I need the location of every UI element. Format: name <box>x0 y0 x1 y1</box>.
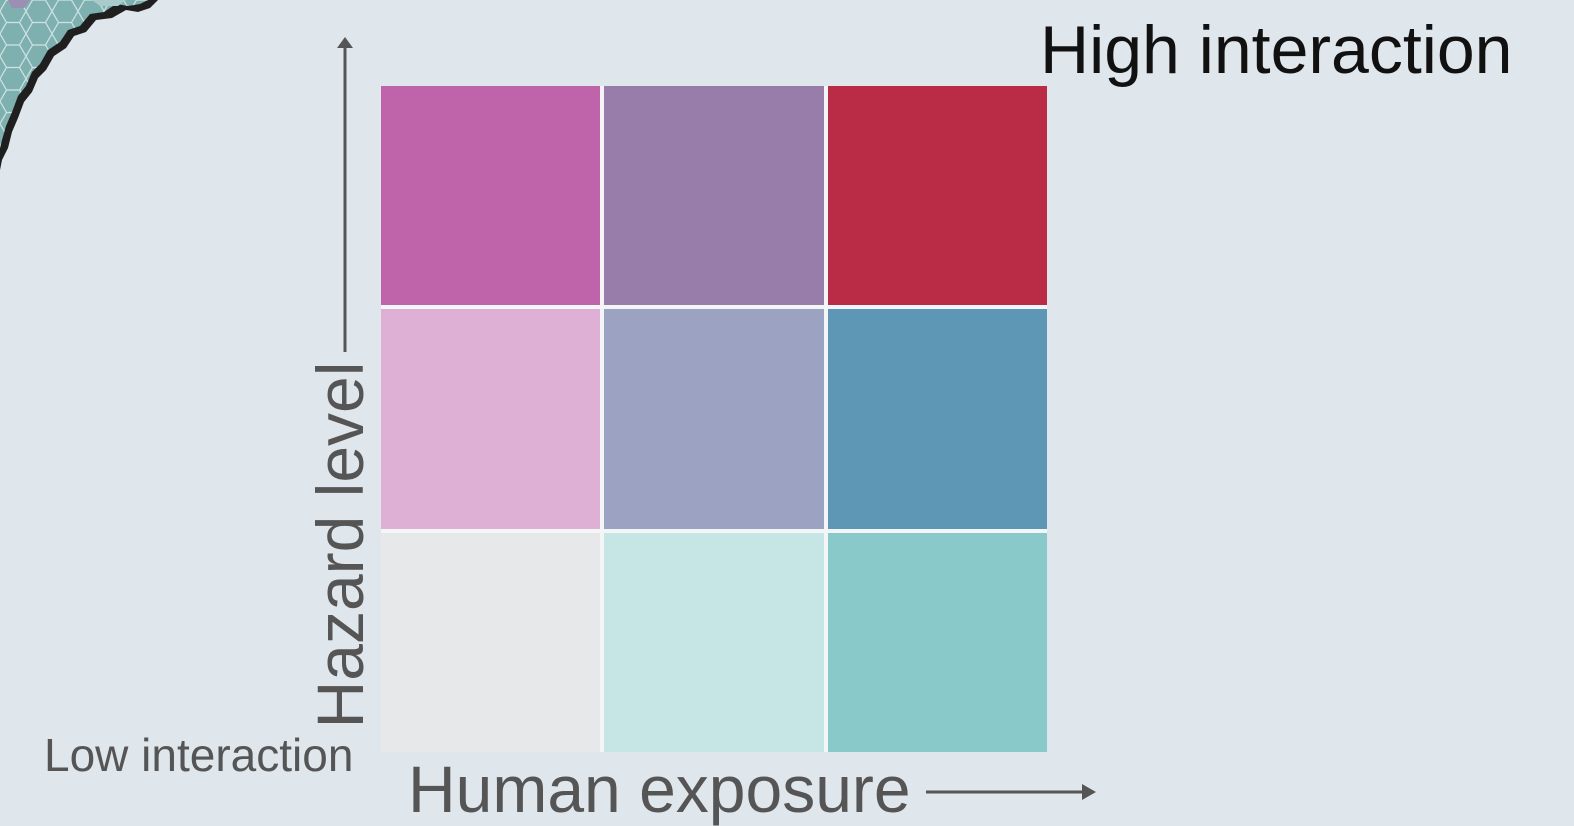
cell-hazard-high-exposure-mid <box>604 86 823 305</box>
bivariate-matrix <box>381 86 1047 752</box>
high-interaction-label: High interaction <box>1040 16 1512 84</box>
low-interaction-label: Low interaction <box>44 732 353 778</box>
y-axis-label: Hazard level <box>307 362 373 729</box>
cell-hazard-mid-exposure-mid <box>604 309 823 528</box>
cell-hazard-high-exposure-high <box>828 86 1047 305</box>
cell-hazard-low-exposure-mid <box>604 533 823 752</box>
cell-hazard-mid-exposure-high <box>828 309 1047 528</box>
y-axis-arrow <box>337 37 353 352</box>
cell-hazard-low-exposure-high <box>828 533 1047 752</box>
cell-hazard-low-exposure-low <box>381 533 600 752</box>
hex-map-fragment-icon <box>0 0 170 190</box>
x-axis-arrow <box>926 784 1096 800</box>
x-axis-label: Human exposure <box>408 756 911 822</box>
cell-hazard-mid-exposure-low <box>381 309 600 528</box>
cell-hazard-high-exposure-low <box>381 86 600 305</box>
